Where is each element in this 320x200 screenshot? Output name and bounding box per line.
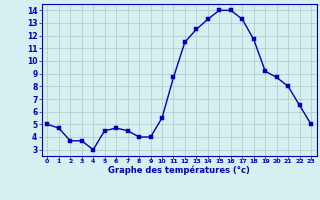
X-axis label: Graphe des températures (°c): Graphe des températures (°c) [108, 166, 250, 175]
